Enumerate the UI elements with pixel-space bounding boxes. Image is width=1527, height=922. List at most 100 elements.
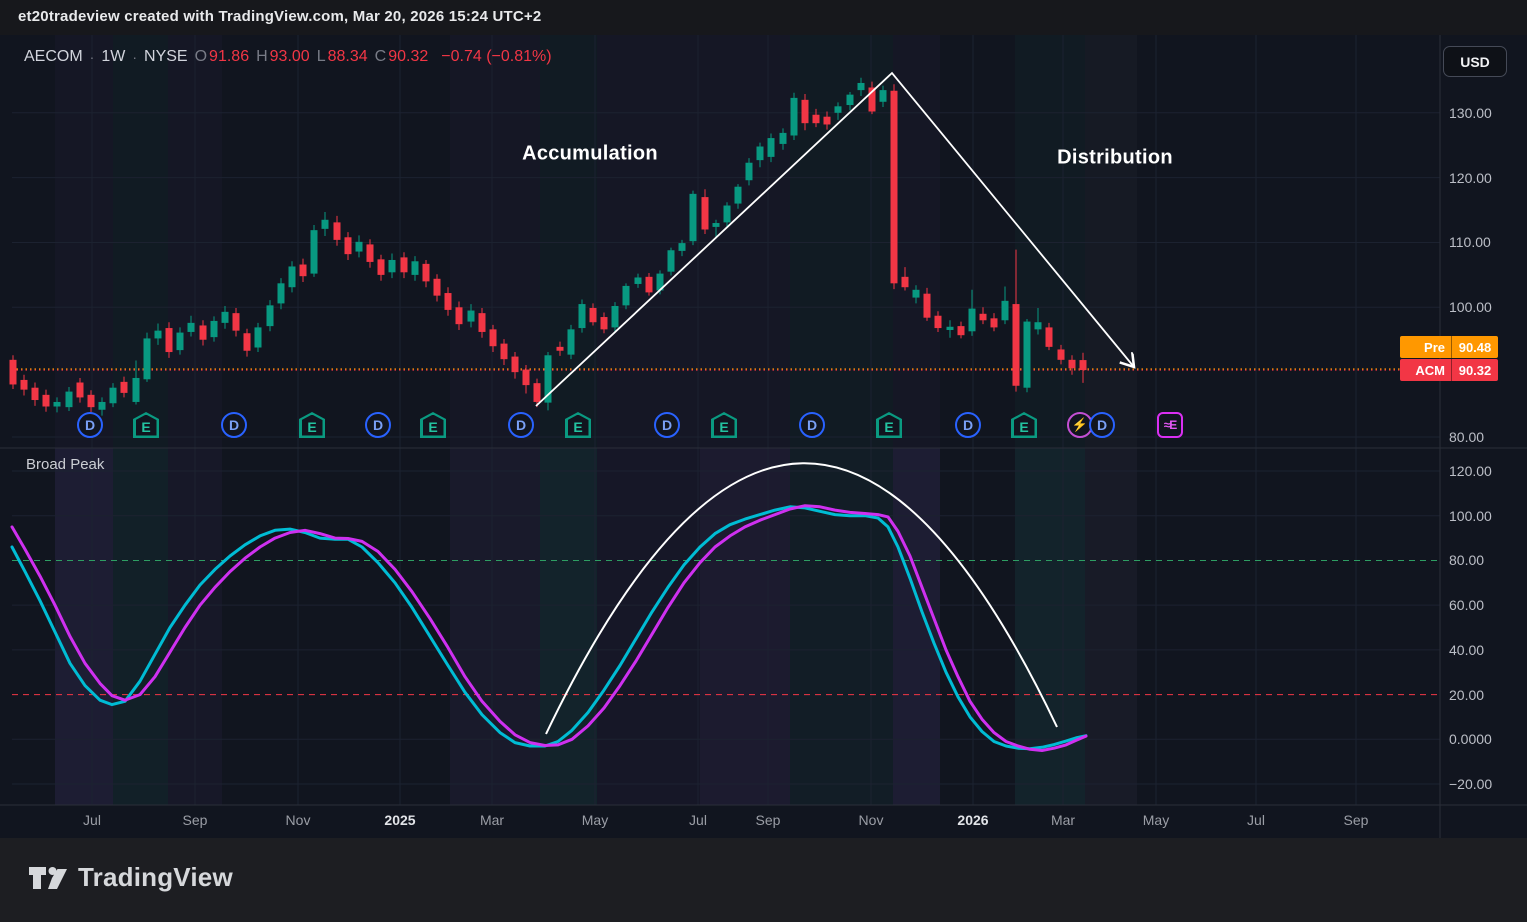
change-label: −0.74 (−0.81%)	[441, 48, 552, 65]
indicator-axis-tick-label: 120.00	[1449, 463, 1492, 480]
price-background-band	[113, 35, 168, 448]
indicator-background-band	[790, 448, 893, 805]
candle-body	[701, 197, 709, 230]
candle-body	[779, 132, 787, 144]
candle-body	[656, 273, 664, 291]
candle-body	[912, 289, 920, 298]
time-axis-tick-label[interactable]: Nov	[858, 812, 884, 828]
candle-body	[589, 307, 597, 323]
candle-body	[288, 266, 296, 288]
candle-body	[979, 313, 987, 321]
candle-body	[622, 285, 630, 306]
candle-body	[611, 306, 619, 328]
time-axis-tick-label[interactable]: Sep	[755, 812, 781, 828]
candle-body	[689, 193, 697, 242]
currency-toggle-button[interactable]: USD	[1443, 46, 1507, 77]
candle-body	[578, 304, 586, 329]
time-axis-tick-label[interactable]: 2025	[384, 812, 416, 828]
indicator-axis-tick-label: 80.00	[1449, 552, 1485, 569]
time-axis-tick-label[interactable]: Sep	[1343, 812, 1369, 828]
candle-body	[120, 381, 128, 393]
candle-body	[923, 293, 931, 318]
candle-body	[834, 106, 842, 113]
earnings-badge-letter: E	[428, 419, 438, 435]
candle-body	[76, 382, 84, 398]
candle-body	[187, 322, 195, 332]
event-badge-dividend[interactable]: D	[365, 412, 391, 438]
price-background-band	[893, 35, 940, 448]
candle-body	[522, 369, 530, 386]
tradingview-logo-icon	[29, 866, 67, 889]
candle-body	[634, 277, 642, 284]
candle-body	[411, 261, 419, 275]
event-badge-dividend[interactable]: D	[1089, 412, 1115, 438]
earnings-badge-letter: E	[307, 419, 317, 435]
candle-body	[823, 116, 831, 125]
candle-body	[879, 90, 887, 102]
tradingview-brand[interactable]: TradingView	[28, 862, 233, 893]
ohlc-close: C 90.32	[374, 48, 429, 65]
event-badge-dividend[interactable]: D	[221, 412, 247, 438]
candle-body	[600, 317, 608, 330]
indicator-background-band	[540, 448, 597, 805]
time-axis-tick-label[interactable]: Mar	[479, 812, 505, 828]
event-badge-dividend[interactable]: D	[77, 412, 103, 438]
candle-body	[734, 186, 742, 204]
candle-body	[109, 387, 117, 404]
price-axis-tick-label: 120.00	[1449, 169, 1492, 186]
time-axis-tick-label[interactable]: 2026	[957, 812, 989, 828]
time-axis-tick-label[interactable]: Mar	[1050, 812, 1076, 828]
candle-body	[667, 250, 675, 272]
symbol-name[interactable]: AECOM	[24, 48, 83, 65]
earnings-badge-fill	[301, 414, 323, 436]
indicator-background-band	[1085, 448, 1137, 805]
event-badge-earnings-estimate[interactable]: ≈E	[1157, 412, 1183, 438]
earnings-badge-letter: E	[719, 419, 729, 435]
event-badge-dividend[interactable]: D	[654, 412, 680, 438]
accumulation-annotation[interactable]: Accumulation	[522, 142, 658, 165]
time-axis-tick-label[interactable]: Jul	[1247, 812, 1265, 828]
candle-body	[1057, 349, 1065, 360]
fast-oscillator-line	[10, 505, 1088, 751]
chart-widget: AECOM · 1W · NYSE O 91.86 H 93.00 L 88.34 C…	[0, 35, 1527, 838]
candle-body	[745, 162, 753, 181]
candle-body	[712, 223, 720, 227]
event-badge-dividend[interactable]: D	[508, 412, 534, 438]
candle-body	[20, 379, 28, 390]
candle-body	[812, 114, 820, 124]
candle-body	[934, 315, 942, 329]
candle-body	[489, 329, 497, 347]
time-axis-tick-label[interactable]: May	[1142, 812, 1170, 828]
candle-body	[355, 241, 363, 252]
price-axis-tick-label: 100.00	[1449, 299, 1492, 316]
indicator-title[interactable]: Broad Peak	[26, 456, 105, 473]
candle-body	[333, 222, 341, 240]
candle-body	[790, 97, 798, 136]
time-axis-tick-label[interactable]: Jul	[689, 812, 707, 828]
ohlc-high: H 93.00	[256, 48, 310, 65]
event-badge-dividend[interactable]: D	[799, 412, 825, 438]
time-axis-tick-label[interactable]: Nov	[285, 812, 311, 828]
candle-body	[42, 394, 50, 407]
timeframe-label[interactable]: 1W	[101, 48, 126, 65]
time-axis-tick-label[interactable]: Sep	[182, 812, 208, 828]
indicator-background-band	[1015, 448, 1085, 805]
symbol-legend: AECOM · 1W · NYSE O 91.86 H 93.00 L 88.34 C…	[24, 48, 552, 66]
price-background-band	[700, 35, 790, 448]
candle-body	[946, 326, 954, 330]
time-axis-tick-label[interactable]: Jul	[83, 812, 101, 828]
event-badge-dividend[interactable]: D	[955, 412, 981, 438]
exchange-label: NYSE	[144, 48, 188, 65]
indicator-axis-tick-label: 40.00	[1449, 641, 1485, 658]
candle-body	[53, 401, 61, 407]
last-price-badge: ACM 90.32	[1400, 359, 1498, 382]
candle-body	[1079, 360, 1087, 371]
time-axis-tick-label[interactable]: May	[581, 812, 609, 828]
candle-body	[433, 278, 441, 296]
candle-body	[478, 313, 486, 332]
distribution-annotation[interactable]: Distribution	[1057, 146, 1173, 169]
candle-body	[266, 305, 274, 327]
earnings-badge-fill	[713, 414, 735, 436]
candle-body	[1045, 327, 1053, 347]
candle-body	[9, 359, 17, 385]
